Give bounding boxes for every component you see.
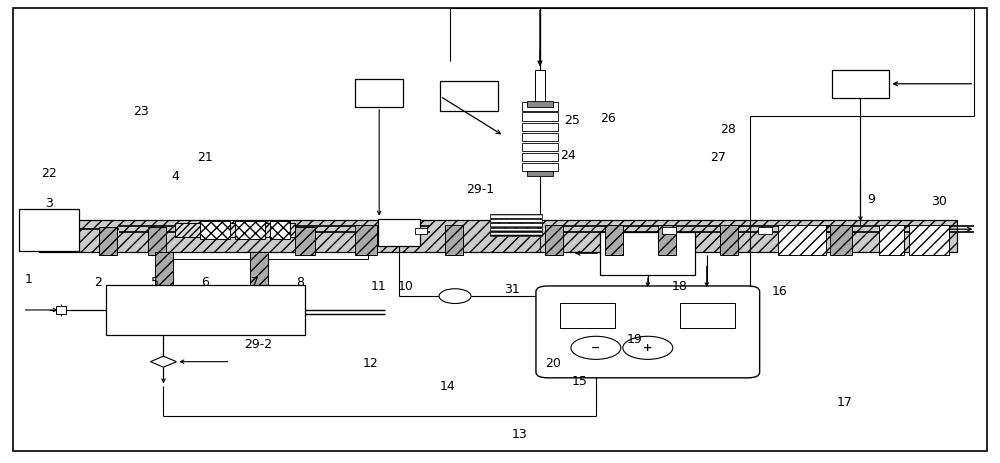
- Bar: [535, 70, 545, 102]
- Circle shape: [439, 289, 471, 304]
- Bar: [440, 81, 498, 112]
- Text: 28: 28: [720, 124, 736, 137]
- Bar: [490, 232, 542, 236]
- Bar: [522, 113, 558, 121]
- Text: 26: 26: [600, 112, 616, 125]
- Text: 4: 4: [172, 169, 179, 182]
- Bar: [235, 221, 265, 239]
- Text: 19: 19: [627, 333, 643, 346]
- Text: 21: 21: [198, 151, 213, 164]
- Text: 29-2: 29-2: [244, 338, 272, 351]
- Bar: [527, 170, 553, 176]
- Bar: [830, 225, 852, 255]
- Text: 27: 27: [710, 151, 726, 164]
- Bar: [19, 209, 79, 251]
- Bar: [106, 285, 305, 335]
- Bar: [39, 220, 957, 252]
- Bar: [490, 214, 542, 218]
- Bar: [355, 79, 403, 107]
- Text: 9: 9: [868, 193, 875, 206]
- Bar: [527, 101, 553, 107]
- Text: −: −: [591, 343, 601, 353]
- Bar: [295, 227, 315, 255]
- Bar: [658, 225, 676, 255]
- Text: 18: 18: [672, 281, 688, 294]
- Bar: [378, 219, 420, 246]
- Text: 7: 7: [251, 276, 259, 289]
- Text: 15: 15: [572, 375, 588, 388]
- Bar: [415, 228, 427, 234]
- Bar: [175, 223, 295, 237]
- Text: 13: 13: [512, 428, 528, 441]
- Bar: [832, 70, 889, 98]
- Bar: [148, 227, 166, 255]
- Bar: [522, 153, 558, 161]
- Bar: [720, 225, 738, 255]
- Bar: [522, 163, 558, 171]
- Text: 31: 31: [504, 283, 520, 296]
- FancyBboxPatch shape: [536, 286, 760, 378]
- Text: 24: 24: [560, 149, 576, 162]
- Text: 8: 8: [296, 276, 304, 289]
- Bar: [445, 225, 463, 255]
- Text: 12: 12: [362, 357, 378, 369]
- Text: 11: 11: [370, 281, 386, 294]
- Bar: [200, 221, 230, 239]
- Bar: [778, 225, 826, 255]
- Text: 2: 2: [95, 276, 102, 289]
- Bar: [545, 225, 563, 255]
- Bar: [490, 228, 542, 232]
- Bar: [522, 123, 558, 131]
- Text: 22: 22: [41, 167, 57, 180]
- Text: 25: 25: [564, 114, 580, 127]
- Text: 10: 10: [397, 281, 413, 294]
- Polygon shape: [150, 356, 176, 367]
- Bar: [56, 307, 66, 313]
- Bar: [270, 221, 290, 239]
- Bar: [879, 225, 904, 255]
- Bar: [99, 227, 117, 255]
- Bar: [909, 225, 949, 255]
- Text: 29-1: 29-1: [466, 183, 494, 196]
- Text: 1: 1: [25, 274, 33, 287]
- Text: 3: 3: [45, 197, 53, 210]
- Bar: [522, 133, 558, 141]
- Circle shape: [623, 336, 673, 359]
- Bar: [560, 303, 615, 328]
- Text: 14: 14: [439, 380, 455, 393]
- Text: 5: 5: [151, 276, 159, 289]
- Bar: [662, 227, 676, 234]
- Text: 30: 30: [931, 195, 947, 208]
- Bar: [605, 225, 623, 255]
- Bar: [522, 143, 558, 151]
- Text: 20: 20: [545, 357, 561, 369]
- Bar: [355, 225, 377, 255]
- Bar: [758, 227, 772, 234]
- Text: 17: 17: [837, 396, 852, 409]
- Bar: [600, 232, 695, 275]
- Text: 6: 6: [201, 276, 209, 289]
- Bar: [250, 252, 268, 285]
- Bar: [490, 219, 542, 222]
- Text: +: +: [643, 343, 652, 353]
- Circle shape: [571, 336, 621, 359]
- Text: 23: 23: [133, 105, 148, 118]
- Text: 16: 16: [772, 285, 787, 298]
- Bar: [522, 102, 558, 111]
- Bar: [680, 303, 735, 328]
- Bar: [490, 223, 542, 227]
- Bar: [155, 252, 173, 285]
